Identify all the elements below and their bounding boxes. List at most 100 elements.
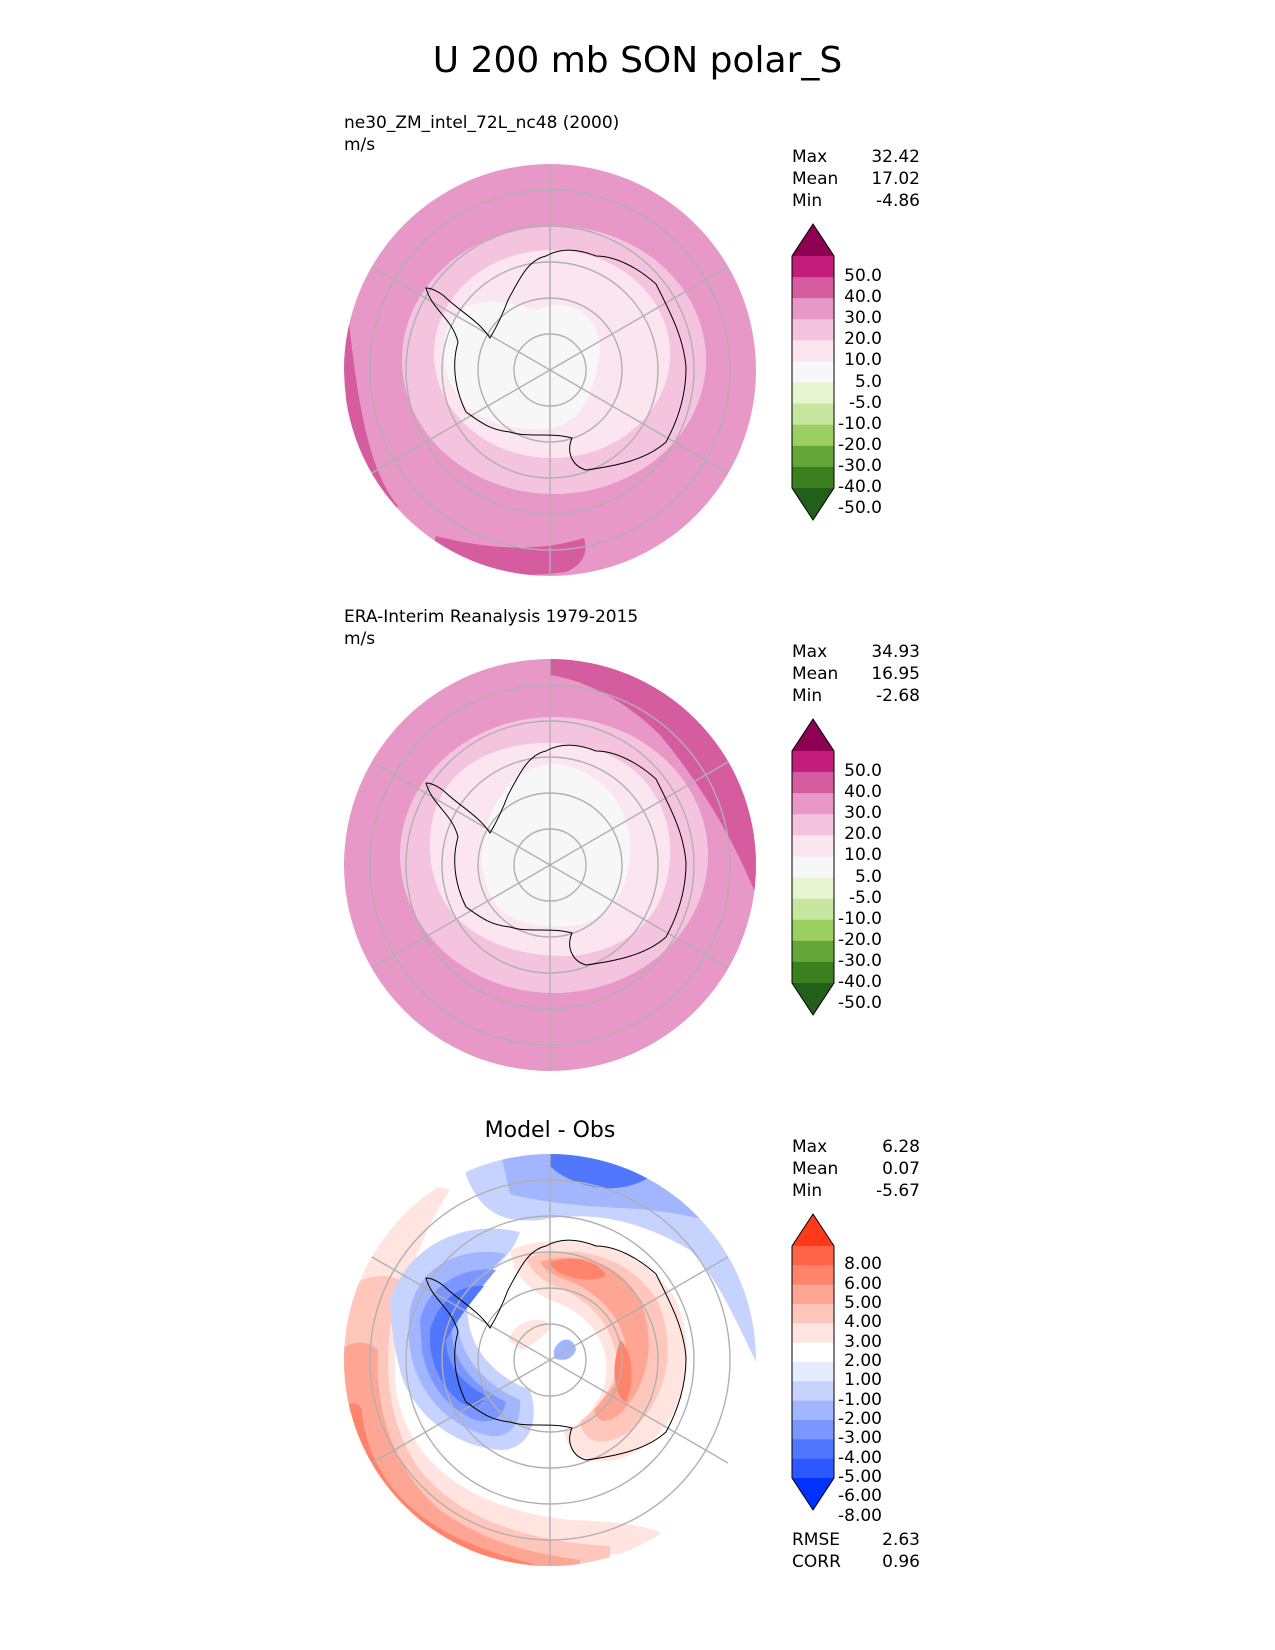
panel-3-cbar-block [792, 1342, 834, 1363]
panel-2-mean: 16.95 [871, 664, 920, 684]
panel-1-cbar-block [792, 340, 834, 362]
panel-1-cbar-tick: 30.0 [844, 308, 882, 329]
panel-1-cbar-block [792, 361, 834, 384]
panel-3-cbar-tick: 6.00 [844, 1273, 882, 1294]
panel-2-units: m/s [344, 629, 376, 649]
panel-3-cbar-block [792, 1246, 834, 1266]
panel-3-cbar-tick: -4.00 [838, 1447, 882, 1468]
panel-2-cbar-tick: -20.0 [838, 929, 882, 950]
panel-1-gridlines [369, 164, 731, 576]
panel-1-cbar-block [792, 424, 834, 447]
panel-1-max: 32.42 [871, 147, 920, 167]
panel-2-cbar-block [792, 793, 834, 815]
panel-3-mean: 0.07 [882, 1159, 920, 1179]
panel-1-cbar-block [792, 319, 834, 341]
panel-2-title: ERA-Interim Reanalysis 1979-2015 [344, 607, 639, 627]
panel-1-title: ne30_ZM_intel_72L_nc48 (2000) [344, 113, 620, 133]
panel-1-cbar-outline [791, 223, 835, 521]
stat-label: Max [792, 642, 828, 662]
panel-3-cbar-block [792, 1265, 834, 1286]
panel-2-max: 34.93 [871, 642, 920, 662]
panel-3-corr: 0.96 [882, 1552, 920, 1572]
panel-1-cbar-tick: -30.0 [838, 455, 882, 476]
panel-1-cbar-block [792, 382, 834, 405]
panel-3-title: Model - Obs [484, 1118, 616, 1143]
panel-2-cbar-tick: -40.0 [838, 972, 882, 992]
panel-1-cbar-tick: -20.0 [838, 434, 882, 455]
panel-2-cbar-tick: 30.0 [844, 803, 882, 824]
panel-1-cbar-block [792, 445, 834, 468]
panel-2-cbar-block [792, 898, 834, 921]
panel-2-cbar-block [792, 940, 834, 963]
panel-2-cbar-block [792, 751, 834, 773]
panel-2-cbar-extend-min [792, 983, 834, 1015]
panel-1-stats: Max 32.42 Mean 17.02 Min -4.86 [792, 146, 920, 212]
panel-1-cbar-tick: 20.0 [844, 329, 882, 350]
panel-2-band-minus5-5 [481, 764, 631, 927]
panel-2-cbar-block [792, 877, 834, 900]
panel-3-cbar-block [792, 1284, 834, 1305]
panel-2-cbar-tick: 5.0 [854, 866, 882, 887]
panel-2-cbar-block [792, 961, 834, 984]
stat-label: Max [792, 147, 828, 167]
panel-1-coastline [425, 249, 687, 471]
panel-2-colorbar [791, 718, 835, 1016]
panel-3-pos-band-1 [344, 1186, 680, 1566]
panel-3-cbar-block [792, 1439, 834, 1460]
stat-label: Max [792, 1137, 828, 1157]
panel-2-cbar-block [792, 856, 834, 879]
panel-3-neg-west-band-4 [430, 1285, 486, 1406]
panel-3-colorbar-ticks: 8.00 6.00 5.00 4.00 3.00 2.00 1.00 -1.00 -2.00 -3… [826, 1212, 882, 1525]
panel-3-cbar-tick: 8.00 [844, 1254, 882, 1275]
panel-3-cbar-tick: -1.00 [838, 1389, 882, 1410]
panel-1-cbar-tick: 10.0 [844, 350, 882, 371]
panel-2-band-30-40-east [550, 659, 756, 895]
panel-2-stats: Max 34.93 Mean 16.95 Min -2.68 [792, 641, 920, 707]
panel-3-cbar-tick: -6.00 [838, 1486, 882, 1507]
panel-3-cbar-tick: 1.00 [844, 1370, 882, 1391]
panel-1-colorbar [791, 223, 835, 521]
panel-2-cbar-tick: -5.0 [848, 887, 882, 908]
metric-label: CORR [792, 1552, 841, 1572]
stat-label: Mean [792, 664, 839, 684]
panel-1-cbar-tick: 50.0 [844, 266, 882, 287]
panel-3-max: 6.28 [882, 1137, 920, 1157]
panel-1-cbar-block [792, 466, 834, 489]
panel-1-cbar-block [792, 298, 834, 320]
panel-1-mean: 17.02 [871, 169, 920, 189]
panel-3-cbar-tick: -5.00 [838, 1467, 882, 1487]
panel-1-map [344, 164, 756, 576]
panel-2-cbar-tick: 50.0 [844, 761, 882, 782]
stat-label: Min [792, 1181, 823, 1201]
panel-3-cbar-extend-min [792, 1478, 834, 1510]
panel-3-pos-east-band-5 [614, 1340, 632, 1402]
panel-3-map [344, 1154, 756, 1566]
panel-2-cbar-tick: -10.0 [838, 908, 882, 929]
panel-3-colorbar [791, 1213, 835, 1511]
panel-2-coastline [425, 744, 687, 966]
panel-3-cbar-extend-max [792, 1214, 834, 1246]
panel-2-colorbar-ticks: 50.0 40.0 30.0 20.0 10.0 5.0 -5.0 -10.0 -20.0 -30… [826, 717, 882, 1017]
figure-title: U 200 mb SON polar_S [432, 40, 843, 81]
panel-1-label: ne30_ZM_intel_72L_nc48 (2000) m/s [344, 112, 619, 156]
panel-3-cbar-tick: 4.00 [844, 1312, 882, 1333]
panel-1-cbar-block [792, 256, 834, 278]
panel-3-cbar-tick: -3.00 [838, 1428, 882, 1449]
panel-1-cbar-block [792, 403, 834, 426]
panel-3-cbar-block [792, 1304, 834, 1324]
panel-3-pos-east-band-4 [550, 1258, 606, 1280]
panel-2-min: -2.68 [876, 686, 920, 706]
panel-2-label: ERA-Interim Reanalysis 1979-2015 m/s [344, 606, 638, 650]
panel-3-cbar-block [792, 1323, 834, 1344]
panel-1-cbar-tick: 40.0 [844, 287, 882, 308]
panel-3-cbar-tick: -2.00 [838, 1409, 882, 1429]
panel-1-colorbar-ticks: 50.0 40.0 30.0 20.0 10.0 5.0 -5.0 -10.0 -20.0 -30… [826, 222, 882, 522]
panel-1-cbar-block [792, 277, 834, 299]
panel-2-cbar-tick: 10.0 [844, 845, 882, 866]
stat-label: Mean [792, 169, 839, 189]
panel-1-cbar-tick: -40.0 [838, 477, 882, 497]
panel-2-cbar-tick: -30.0 [838, 950, 882, 971]
panel-3-stats: Max 6.28 Mean 0.07 Min -5.67 [792, 1136, 920, 1202]
panel-3-cbar-tick: 5.00 [844, 1293, 882, 1313]
panel-2-cbar-tick: 40.0 [844, 782, 882, 803]
